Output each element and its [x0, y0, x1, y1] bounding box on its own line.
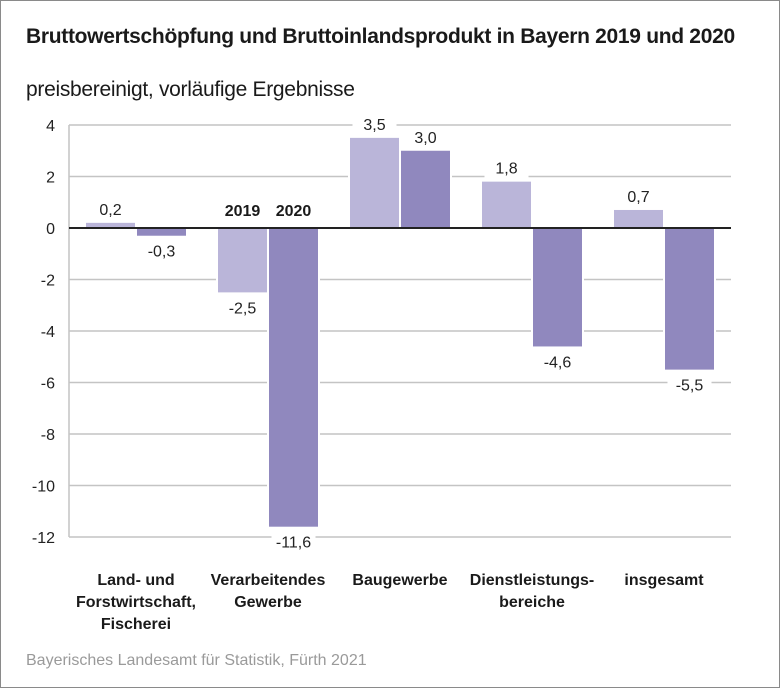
chart-subtitle: preisbereinigt, vorläufige Ergebnisse [26, 78, 355, 101]
bar-2019 [350, 137, 399, 228]
category-label: Forstwirtschaft, [76, 594, 196, 611]
value-label: 3,5 [363, 117, 385, 134]
y-tick-label: 2 [46, 170, 55, 187]
value-label-bg [484, 157, 529, 178]
category-label: Gewerbe [234, 594, 302, 611]
value-label: -5,5 [676, 378, 704, 395]
value-label-bg [271, 531, 316, 552]
y-tick-label: 4 [46, 118, 55, 135]
value-label: 0,2 [99, 202, 121, 219]
value-label-bg [139, 240, 184, 261]
category-label: Fischerei [101, 616, 171, 633]
y-tick-label: -10 [32, 479, 55, 496]
value-label: -2,5 [229, 300, 257, 317]
bar-2020 [401, 150, 450, 228]
bar-2020 [665, 228, 714, 370]
category-label: bereiche [499, 594, 565, 611]
value-label: -0,3 [148, 244, 176, 261]
bar-2020 [533, 228, 582, 347]
value-label-bg [616, 185, 661, 206]
value-label-bg [403, 126, 448, 147]
legend-2019: 2019 [225, 203, 261, 220]
category-label: Baugewerbe [352, 572, 447, 589]
value-label-bg [535, 351, 580, 372]
bar-2020 [137, 228, 186, 236]
bar-2019 [86, 222, 135, 228]
category-label: Land- und [97, 572, 174, 589]
value-label: 1,8 [495, 161, 517, 178]
source-note: Bayerisches Landesamt für Statistik, Für… [26, 652, 367, 669]
y-tick-label: -4 [41, 324, 55, 341]
value-label-bg [352, 113, 397, 134]
category-label: insgesamt [624, 572, 704, 589]
value-label-bg [88, 198, 133, 219]
category-label: Dienstleistungs- [470, 572, 594, 589]
bar-2019 [218, 228, 267, 293]
y-tick-label: -8 [41, 427, 55, 444]
legend-2020: 2020 [276, 203, 312, 220]
y-tick-label: -6 [41, 376, 55, 393]
category-label: Verarbeitendes [211, 572, 326, 589]
value-label: 0,7 [627, 189, 649, 206]
value-label: -11,6 [276, 535, 311, 552]
value-label-bg [667, 374, 712, 395]
y-tick-label: -12 [32, 530, 55, 547]
bar-2019 [614, 209, 663, 228]
y-tick-label: -2 [41, 273, 55, 290]
chart-title: Bruttowertschöpfung und Bruttoinlandspro… [26, 25, 735, 48]
value-label-bg [220, 297, 265, 318]
bar-2019 [482, 181, 531, 228]
bar-2020 [269, 228, 318, 527]
value-label: 3,0 [414, 130, 436, 147]
value-label: -4,6 [544, 354, 572, 371]
y-tick-label: 0 [46, 221, 55, 238]
